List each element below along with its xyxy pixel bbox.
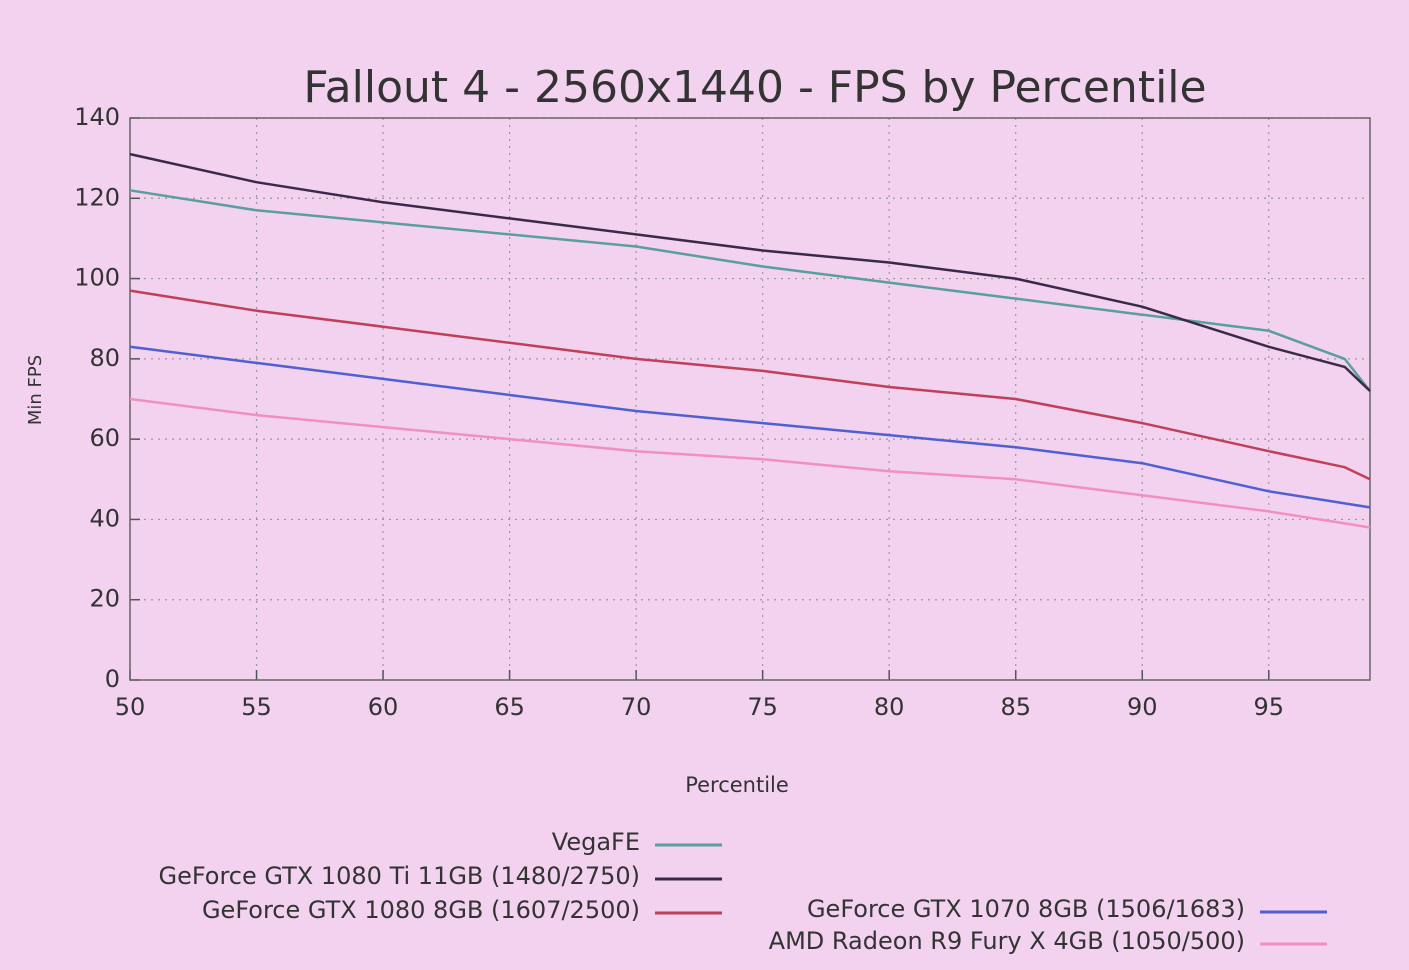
x-tick-label: 70 [621, 693, 652, 721]
data-line [129, 345, 1371, 509]
x-tick-label: 90 [1127, 693, 1158, 721]
y-tick-label: 60 [89, 424, 120, 452]
x-tick-label: 95 [1254, 693, 1285, 721]
y-axis-title: Min FPS [25, 355, 46, 425]
x-tick-label: 80 [874, 693, 905, 721]
data-line [129, 397, 1371, 529]
x-tick-label: 55 [241, 693, 272, 721]
legend-label: GeForce GTX 1080 Ti 11GB (1480/2750) [158, 862, 640, 890]
x-tick-label: 85 [1000, 693, 1031, 721]
y-tick-label: 100 [74, 264, 120, 292]
data-line [129, 289, 1371, 481]
y-tick-label: 80 [89, 344, 120, 372]
legend-label: AMD Radeon R9 Fury X 4GB (1050/500) [769, 927, 1245, 955]
y-tick-label: 40 [89, 504, 120, 532]
x-axis-title: Percentile [685, 773, 789, 797]
x-tick-label: 60 [368, 693, 399, 721]
y-tick-label: 120 [74, 183, 120, 211]
x-tick-label: 75 [747, 693, 778, 721]
y-tick-label: 20 [89, 585, 120, 613]
x-tick-label: 50 [115, 693, 146, 721]
y-tick-label: 0 [105, 665, 120, 693]
data-line [129, 189, 1371, 392]
data-line [129, 152, 1371, 392]
legend-label: GeForce GTX 1080 8GB (1607/2500) [202, 896, 640, 924]
y-tick-label: 140 [74, 103, 120, 131]
x-tick-label: 65 [494, 693, 525, 721]
legend-label: VegaFE [552, 828, 640, 856]
legend-label: GeForce GTX 1070 8GB (1506/1683) [807, 895, 1245, 923]
chart-title: Fallout 4 - 2560x1440 - FPS by Percentil… [303, 62, 1206, 113]
